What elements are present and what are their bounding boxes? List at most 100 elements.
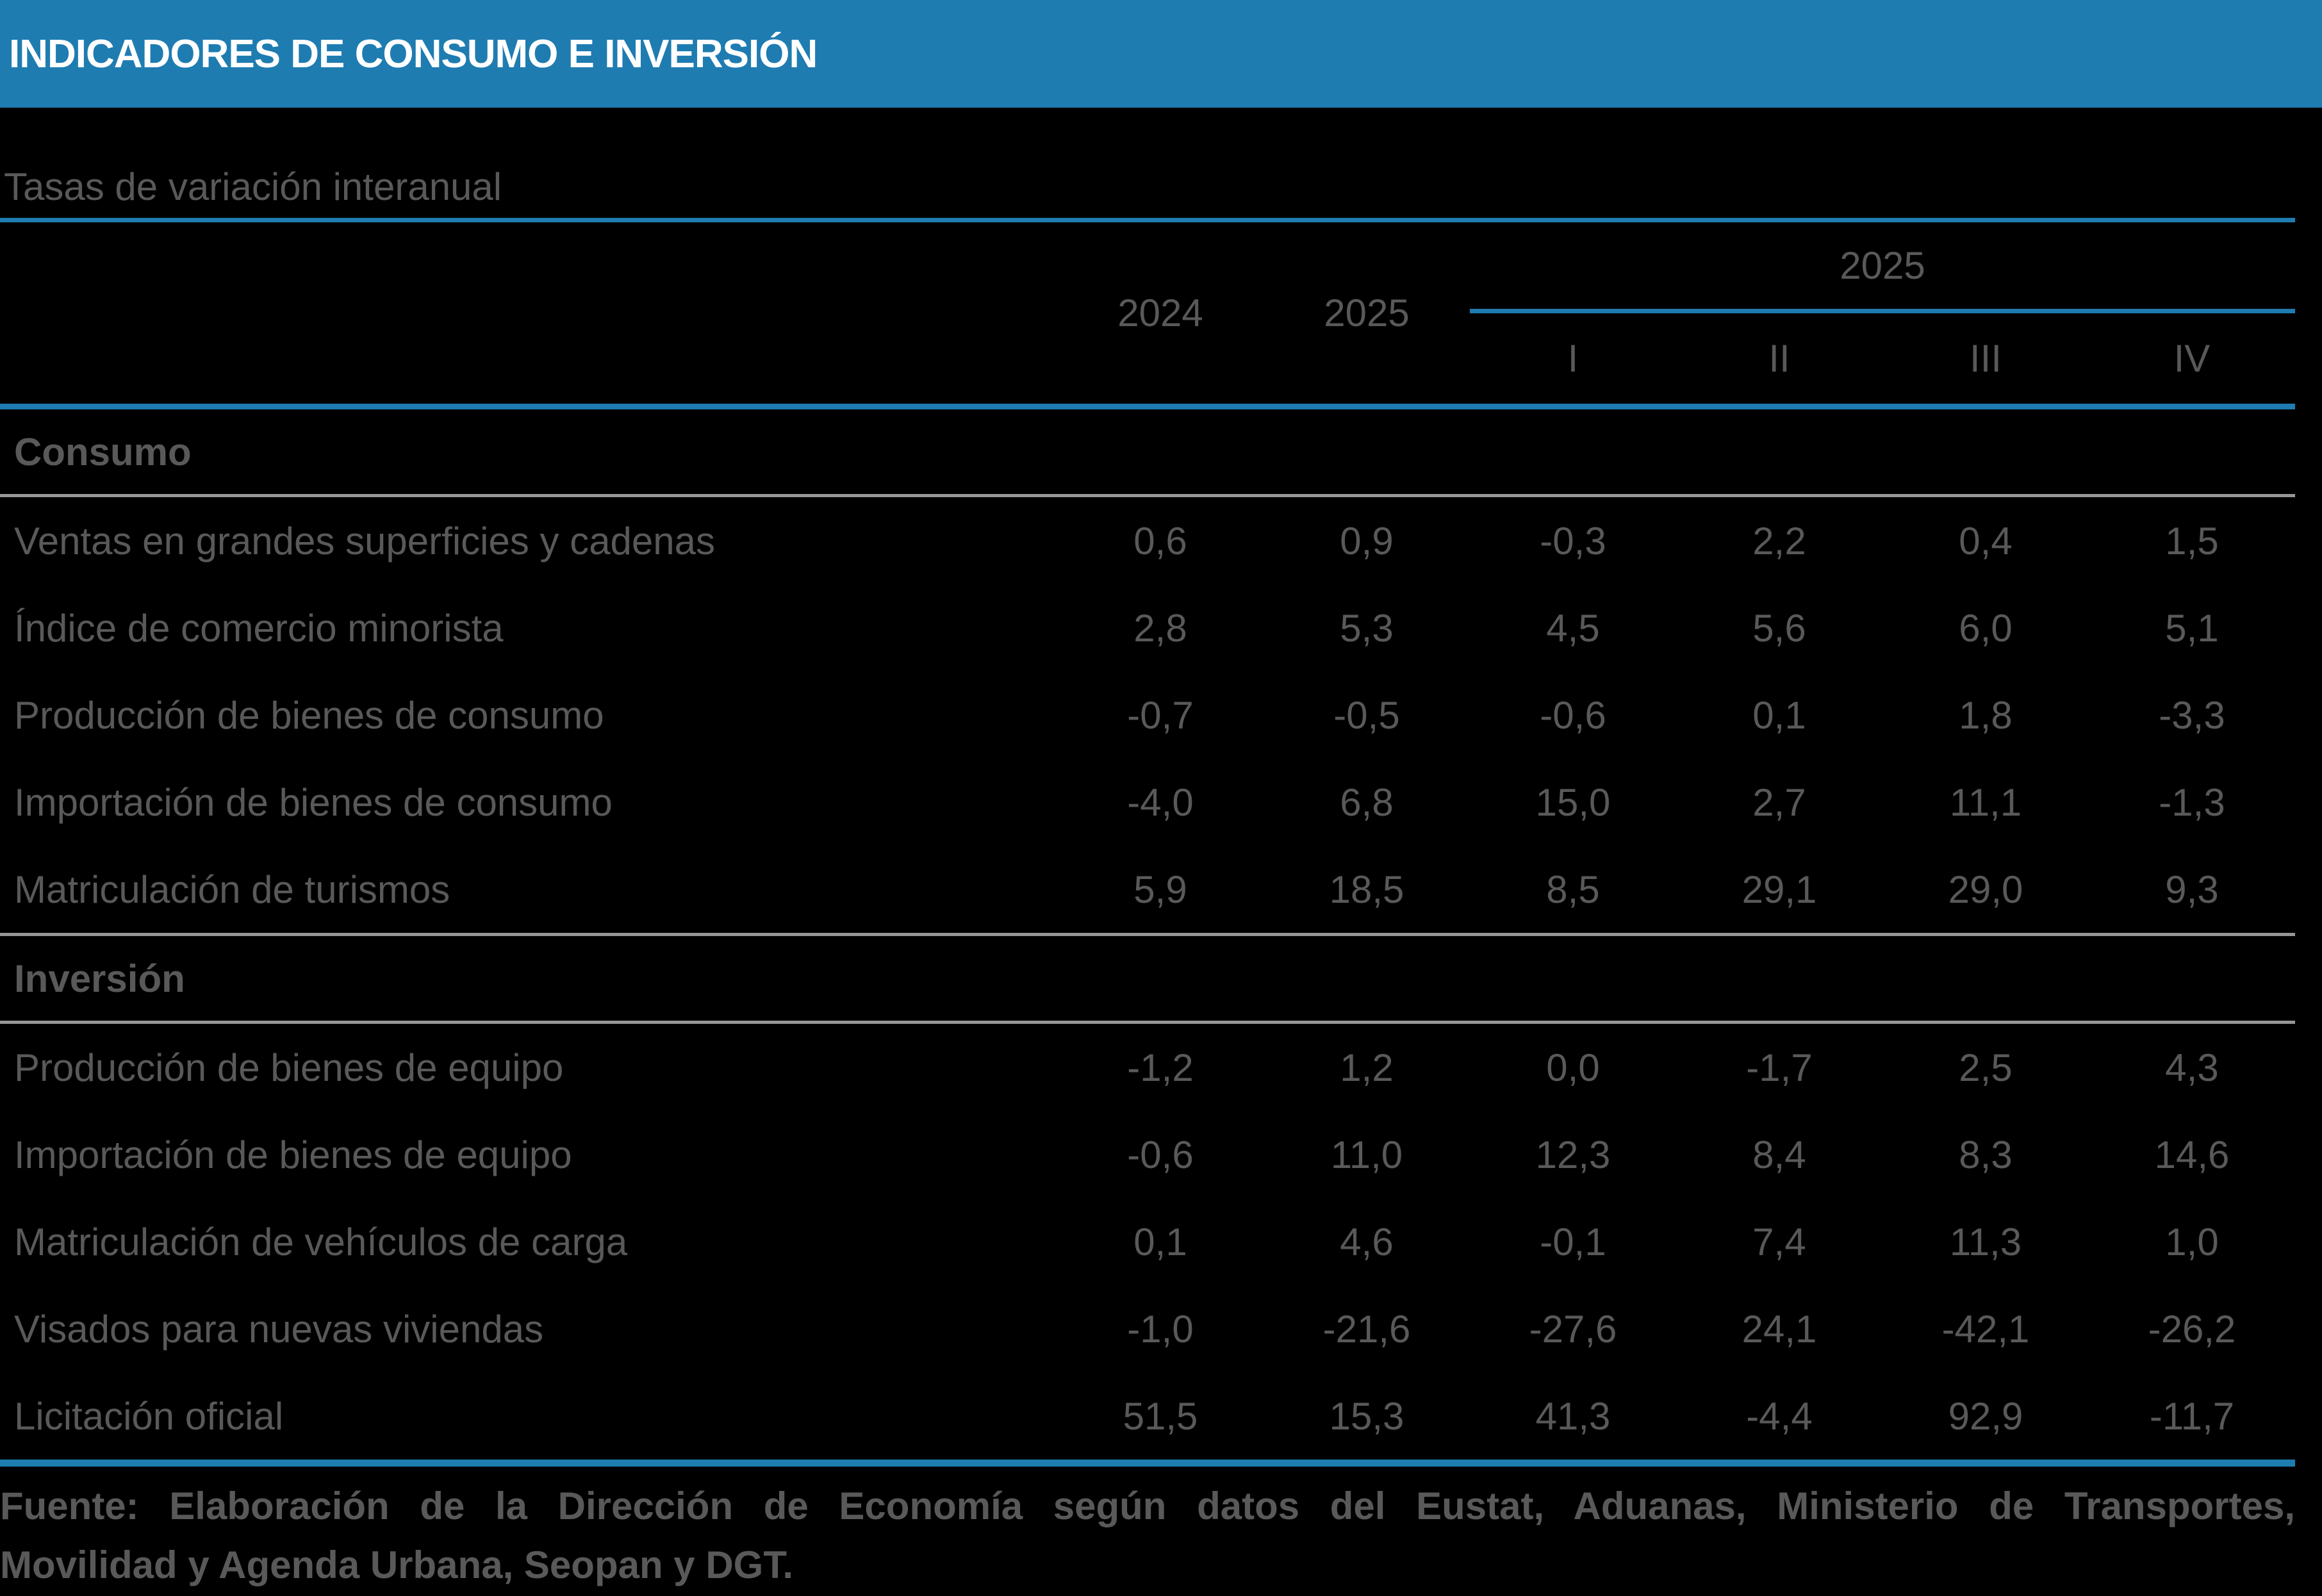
- top-divider-line: [0, 218, 2295, 222]
- cell-value: -1,3: [2159, 780, 2225, 824]
- consumo-rows: Ventas en grandes superficies y cadenas …: [0, 497, 2295, 936]
- cell-value: 5,1: [2165, 606, 2219, 650]
- cell-value: -26,2: [2148, 1307, 2236, 1351]
- cell-value: 5,6: [1752, 606, 1806, 650]
- cell-value: 0,1: [1133, 1220, 1187, 1263]
- col-header-q2: II: [1768, 337, 1790, 380]
- table-header: 2024 2025 2025 I II III IV: [0, 222, 2295, 409]
- row-label: Visados para nuevas viviendas: [14, 1307, 544, 1351]
- cell-value: -4,0: [1127, 780, 1194, 824]
- cell-value: -42,1: [1941, 1307, 2030, 1351]
- cell-value: -1,7: [1746, 1046, 1813, 1089]
- page-title: INDICADORES DE CONSUMO E INVERSIÓN: [9, 31, 818, 76]
- cell-value: 1,5: [2165, 519, 2219, 563]
- col-group-label: 2025: [1840, 244, 1925, 287]
- table-row: Ventas en grandes superficies y cadenas …: [0, 497, 2295, 584]
- table-row: Licitación oficial 51,5 15,3 41,3 -4,4 9…: [0, 1372, 2295, 1460]
- inversion-rows: Producción de bienes de equipo -1,2 1,2 …: [0, 1024, 2295, 1467]
- col-header-q1: I: [1567, 337, 1579, 380]
- source-footer-line2: Movilidad y Agenda Urbana, Seopan y DGT.: [0, 1543, 793, 1586]
- cell-value: 11,1: [1949, 780, 2022, 824]
- cell-value: -0,5: [1333, 693, 1400, 737]
- cell-value: 2,7: [1752, 780, 1806, 824]
- cell-value: 11,0: [1330, 1133, 1403, 1176]
- cell-value: -0,3: [1540, 519, 1606, 563]
- cell-value: 8,5: [1546, 868, 1600, 911]
- row-label: Matriculación de turismos: [14, 868, 450, 911]
- section-label: Consumo: [14, 430, 192, 473]
- cell-value: 18,5: [1329, 868, 1404, 911]
- cell-value: 4,3: [2165, 1046, 2219, 1089]
- row-label: Ventas en grandes superficies y cadenas: [14, 519, 716, 563]
- section-label: Inversión: [14, 957, 185, 1000]
- table-subtitle: Tasas de variación interanual: [4, 165, 502, 208]
- row-label: Licitación oficial: [14, 1394, 284, 1438]
- row-label: Producción de bienes de equipo: [14, 1046, 564, 1089]
- cell-value: -0,6: [1127, 1133, 1194, 1176]
- cell-value: 15,3: [1329, 1394, 1404, 1438]
- cell-value: -21,6: [1322, 1307, 1411, 1351]
- cell-value: 0,6: [1133, 519, 1187, 563]
- table-row: Matriculación de vehículos de carga 0,1 …: [0, 1198, 2295, 1285]
- row-label: Producción de bienes de consumo: [14, 693, 604, 737]
- cell-value: -1,2: [1127, 1046, 1194, 1089]
- title-bar: INDICADORES DE CONSUMO E INVERSIÓN: [0, 0, 2322, 108]
- table-row: Visados para nuevas viviendas -1,0 -21,6…: [0, 1285, 2295, 1372]
- cell-value: -0,6: [1540, 693, 1606, 737]
- col-header-q4: IV: [2173, 337, 2211, 380]
- table-row: Índice de comercio minorista 2,8 5,3 4,5…: [0, 584, 2295, 671]
- source-footer: Fuente: Elaboración de la Dirección de E…: [0, 1477, 2295, 1595]
- cell-value: 2,8: [1133, 606, 1187, 650]
- source-footer-line1: Fuente: Elaboración de la Dirección de E…: [0, 1485, 2295, 1527]
- cell-value: 41,3: [1535, 1394, 1611, 1438]
- cell-value: 8,4: [1752, 1133, 1806, 1176]
- cell-value: 1,0: [2165, 1220, 2219, 1263]
- cell-value: 6,8: [1340, 780, 1394, 824]
- row-label: Importación de bienes de consumo: [14, 780, 613, 824]
- cell-value: 2,5: [1959, 1046, 2013, 1089]
- cell-value: -11,7: [2149, 1394, 2235, 1438]
- cell-value: 8,3: [1959, 1133, 2013, 1176]
- cell-value: 5,3: [1340, 606, 1394, 650]
- cell-value: 14,6: [2154, 1133, 2230, 1176]
- cell-value: 9,3: [2165, 868, 2219, 911]
- section-header-inversion: Inversión: [0, 936, 2295, 1024]
- cell-value: 0,4: [1959, 519, 2013, 563]
- cell-value: 12,3: [1535, 1133, 1611, 1176]
- cell-value: -1,0: [1127, 1307, 1194, 1351]
- cell-value: 0,9: [1340, 519, 1394, 563]
- cell-value: 6,0: [1959, 606, 2013, 650]
- table-row: Matriculación de turismos 5,9 18,5 8,5 2…: [0, 846, 2295, 933]
- cell-value: 4,6: [1340, 1220, 1394, 1263]
- cell-value: 7,4: [1752, 1220, 1806, 1263]
- table-row: Producción de bienes de equipo -1,2 1,2 …: [0, 1024, 2295, 1111]
- cell-value: -0,1: [1540, 1220, 1606, 1263]
- cell-value: 5,9: [1133, 868, 1187, 911]
- cell-value: -4,4: [1746, 1394, 1813, 1438]
- col-group-header-2025: 2025: [1470, 222, 2295, 313]
- table-row: Importación de bienes de consumo -4,0 6,…: [0, 759, 2295, 846]
- col-header-q3: III: [1969, 337, 2002, 380]
- cell-value: 51,5: [1123, 1394, 1198, 1438]
- cell-value: 29,0: [1948, 868, 2023, 911]
- row-label: Importación de bienes de equipo: [14, 1133, 572, 1176]
- cell-value: 4,5: [1546, 606, 1600, 650]
- cell-value: 29,1: [1742, 868, 1817, 911]
- cell-value: 92,9: [1948, 1394, 2023, 1438]
- cell-value: 1,8: [1959, 693, 2013, 737]
- col-header-2024: 2024: [1117, 292, 1203, 334]
- table-row: Importación de bienes de equipo -0,6 11,…: [0, 1111, 2295, 1198]
- row-label: Matriculación de vehículos de carga: [14, 1220, 628, 1263]
- cell-value: 0,0: [1546, 1046, 1600, 1089]
- cell-value: -0,7: [1127, 693, 1194, 737]
- cell-value: 1,2: [1340, 1046, 1394, 1089]
- cell-value: -27,6: [1529, 1307, 1617, 1351]
- cell-value: 11,3: [1949, 1220, 2022, 1263]
- cell-value: 2,2: [1752, 519, 1806, 563]
- row-label: Índice de comercio minorista: [14, 606, 504, 650]
- cell-value: 15,0: [1535, 780, 1611, 824]
- col-header-2025: 2025: [1324, 292, 1410, 334]
- cell-value: 0,1: [1752, 693, 1806, 737]
- section-header-consumo: Consumo: [0, 409, 2295, 497]
